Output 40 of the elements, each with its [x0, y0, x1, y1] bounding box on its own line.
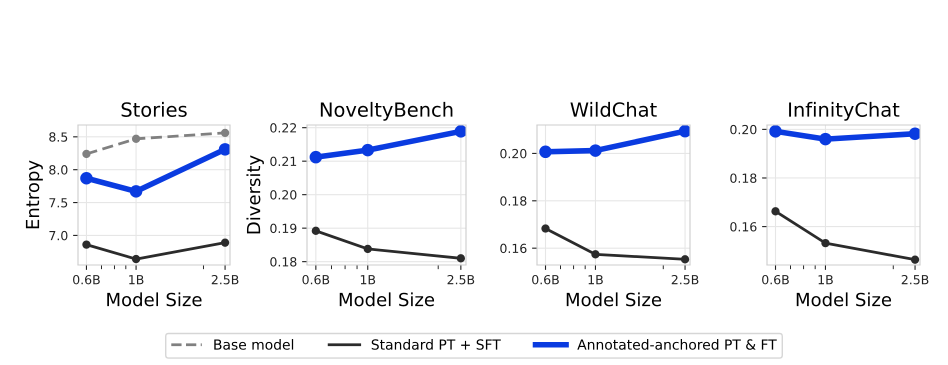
- x-tick-label: 2.5B: [672, 274, 698, 284]
- x-tick-label: 1B: [818, 275, 833, 284]
- chart-title: InfinityChat: [789, 102, 900, 121]
- y-tick-label: 0.19: [270, 224, 296, 234]
- x-tick-label: 2.5B: [902, 274, 928, 284]
- y-tick-label: 0.21: [270, 156, 296, 166]
- legend-label: Standard PT + SFT: [372, 339, 501, 350]
- y-tick-label: 0.20: [270, 190, 296, 200]
- y-tick-label: 0.18: [500, 196, 526, 206]
- chart-title: Stories: [122, 102, 187, 117]
- y-tick-label: 0.22: [270, 123, 296, 133]
- x-tick-label: 0.6B: [532, 274, 559, 284]
- chart-title: WildChat: [570, 102, 657, 117]
- x-axis-title: Model Size: [340, 292, 434, 306]
- x-tick-label: 1B: [588, 275, 603, 284]
- y-tick-label: 0.20: [730, 124, 756, 134]
- y-tick-label: 0.16: [500, 244, 526, 254]
- y-tick-label: 0.20: [500, 148, 526, 158]
- y-axis-title: Entropy: [26, 160, 43, 228]
- x-axis-title: Model Size: [107, 292, 202, 306]
- x-tick-label: 1B: [360, 275, 376, 284]
- y-tick-label: 0.16: [730, 222, 756, 232]
- y-axis-title: Diversity: [246, 155, 264, 234]
- y-tick-label: 8.5: [49, 132, 68, 142]
- x-tick-label: 2.5B: [448, 274, 474, 284]
- legend-label: Base model: [214, 339, 294, 350]
- y-tick-label: 0.18: [730, 173, 756, 183]
- y-tick-label: 8.0: [49, 165, 68, 175]
- x-tick-label: 0.6B: [762, 274, 789, 284]
- x-tick-label: 0.6B: [302, 274, 330, 284]
- x-axis-title: Model Size: [796, 292, 892, 306]
- chart-title: NoveltyBench: [320, 102, 452, 121]
- y-tick-label: 7.5: [49, 198, 68, 208]
- x-tick-label: 0.6B: [73, 274, 100, 284]
- y-tick-label: 0.18: [270, 257, 296, 267]
- x-tick-label: 2.5B: [212, 274, 238, 284]
- x-axis-title: Model Size: [566, 292, 662, 306]
- legend-label: Annotated-anchored PT & FT: [577, 339, 777, 350]
- x-tick-label: 1B: [129, 275, 144, 284]
- y-tick-label: 7.0: [49, 230, 68, 240]
